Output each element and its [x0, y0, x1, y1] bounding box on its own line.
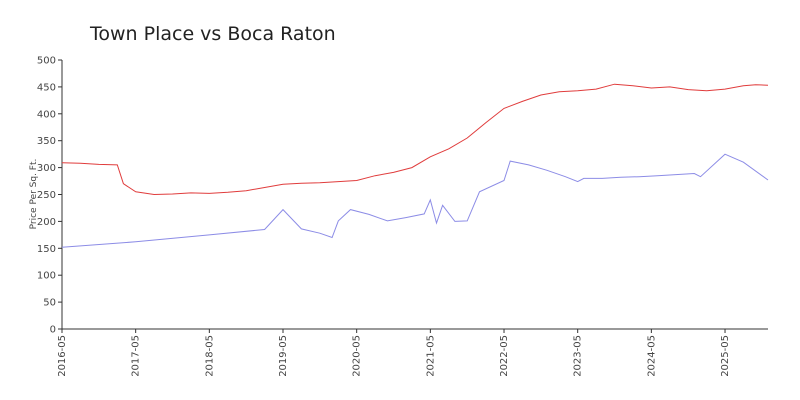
- series-line-2: [61, 153, 769, 248]
- y-tick-label: 450: [37, 82, 56, 93]
- series-group: [61, 83, 769, 248]
- x-tick-label: 2016-05: [57, 335, 68, 377]
- y-tick-label: 400: [37, 109, 56, 120]
- series-line-1: [61, 83, 769, 196]
- y-tick-label: 300: [37, 163, 56, 174]
- x-tick-label: 2019-05: [278, 335, 289, 377]
- y-tick-label: 350: [37, 136, 56, 147]
- y-tick-label: 50: [43, 298, 56, 309]
- y-ticks: 0 50 100 150 200 250 300 350 400 450 500: [37, 56, 62, 336]
- chart-title: Town Place vs Boca Raton: [89, 23, 336, 45]
- x-tick-label: 2017-05: [131, 335, 142, 377]
- y-tick-label: 250: [37, 190, 56, 201]
- x-tick-label: 2020-05: [352, 335, 363, 377]
- x-tick-label: 2023-05: [573, 335, 584, 377]
- y-axis-label: Price Per Sq. Ft.: [29, 159, 39, 230]
- x-tick-label: 2021-05: [425, 335, 436, 377]
- x-tick-label: 2018-05: [204, 335, 215, 377]
- x-tick-label: 2025-05: [720, 335, 731, 377]
- y-tick-label: 200: [37, 217, 56, 228]
- y-tick-label: 150: [37, 244, 56, 255]
- x-ticks: 2016-05 2017-05 2018-05 2019-05 2020-05 2021-…: [57, 329, 731, 377]
- y-tick-label: 0: [50, 325, 56, 336]
- x-tick-label: 2022-05: [499, 335, 510, 377]
- y-tick-label: 500: [37, 56, 56, 67]
- y-tick-label: 100: [37, 271, 56, 282]
- x-tick-label: 2024-05: [646, 335, 657, 377]
